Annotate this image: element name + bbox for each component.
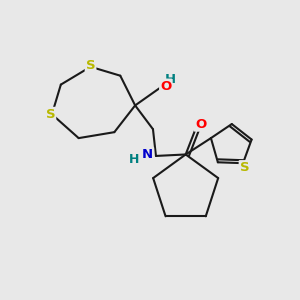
Text: N: N bbox=[142, 148, 153, 161]
Text: S: S bbox=[46, 108, 55, 121]
Text: H: H bbox=[129, 153, 140, 166]
Text: S: S bbox=[240, 161, 249, 174]
Text: O: O bbox=[195, 118, 206, 130]
Text: O: O bbox=[160, 80, 171, 93]
Text: H: H bbox=[164, 73, 175, 86]
Text: S: S bbox=[86, 59, 95, 72]
